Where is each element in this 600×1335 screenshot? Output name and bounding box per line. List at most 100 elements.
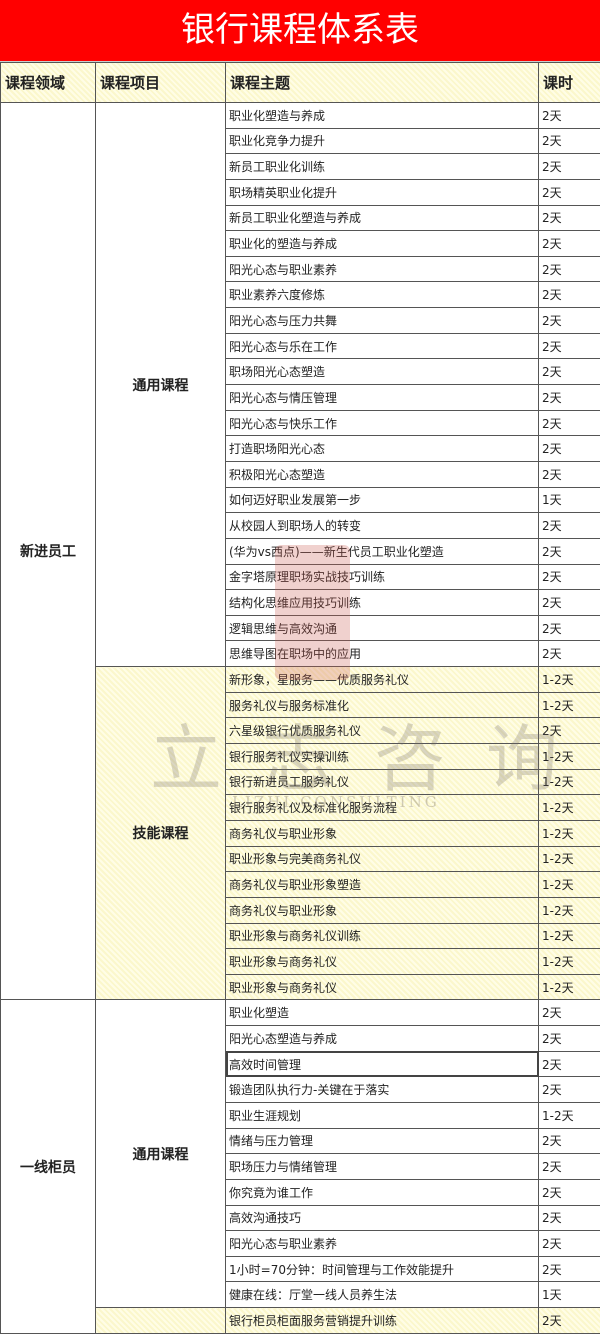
course-topic[interactable]: 阳光心态与情压管理 — [225, 384, 539, 411]
course-topic[interactable]: 职业形象与商务礼仪训练 — [225, 922, 539, 950]
course-topic[interactable]: 阳光心态与压力共舞 — [225, 307, 539, 334]
course-topic[interactable]: 职业素养六度修炼 — [225, 281, 539, 309]
course-hours[interactable]: 2天 — [538, 307, 600, 334]
course-topic[interactable]: 银行服务礼仪实操训练 — [225, 743, 539, 770]
course-hours[interactable]: 2天 — [538, 1076, 600, 1103]
course-topic[interactable]: (华为vs西点)——新生代员工职业化塑造 — [225, 537, 539, 565]
course-hours[interactable]: 2天 — [538, 153, 600, 180]
course-hours[interactable]: 2天 — [538, 204, 600, 232]
course-hours[interactable]: 1-2天 — [538, 922, 600, 950]
course-topic[interactable]: 你究竟为谁工作 — [225, 1178, 539, 1206]
table-row: 情绪与压力管理 2天 — [1, 1127, 600, 1155]
course-topic[interactable]: 职场精英职业化提升 — [225, 178, 539, 206]
course-hours[interactable]: 1-2天 — [538, 845, 600, 873]
course-hours[interactable]: 2天 — [538, 281, 600, 309]
course-topic[interactable]: 1小时=70分钟：时间管理与工作效能提升 — [225, 1255, 539, 1283]
course-hours[interactable]: 2天 — [538, 127, 600, 155]
course-hours[interactable]: 2天 — [538, 614, 600, 642]
course-hours[interactable]: 2天 — [538, 409, 600, 437]
course-hours[interactable]: 1-2天 — [538, 666, 600, 693]
course-topic[interactable]: 金字塔原理职场实战技巧训练 — [225, 563, 539, 591]
course-topic[interactable]: 职业形象与完美商务礼仪 — [225, 845, 539, 873]
course-hours[interactable]: 1-2天 — [538, 794, 600, 821]
course-hours[interactable]: 2天 — [538, 384, 600, 411]
course-topic[interactable]: 健康在线：厅堂一线人员养生法 — [225, 1281, 539, 1309]
course-topic[interactable]: 六星级银行优质服务礼仪 — [225, 717, 539, 745]
course-hours[interactable]: 2天 — [538, 563, 600, 591]
course-topic[interactable]: 商务礼仪与职业形象塑造 — [225, 871, 539, 898]
course-topic[interactable]: 如何迈好职业发展第一步 — [225, 486, 539, 514]
course-topic[interactable]: 新形象，星服务——优质服务礼仪 — [225, 666, 539, 693]
course-topic[interactable]: 高效时间管理 — [225, 1050, 539, 1078]
course-hours[interactable]: 1-2天 — [538, 948, 600, 975]
course-topic[interactable]: 银行柜员柜面服务营销提升训练 — [225, 1307, 539, 1334]
course-hours[interactable]: 2天 — [538, 537, 600, 565]
course-topic[interactable]: 思维导图在职场中的应用 — [225, 640, 539, 668]
course-topic[interactable]: 从校园人到职场人的转变 — [225, 512, 539, 539]
course-hours[interactable]: 1-2天 — [538, 819, 600, 847]
course-topic[interactable]: 阳光心态与乐在工作 — [225, 332, 539, 360]
course-hours[interactable]: 2天 — [538, 717, 600, 745]
course-topic[interactable]: 职业化的塑造与养成 — [225, 230, 539, 257]
course-topic[interactable]: 打造职场阳光心态 — [225, 435, 539, 462]
table-row: 职场精英职业化提升 2天 — [1, 178, 600, 206]
course-topic[interactable]: 职业形象与商务礼仪 — [225, 973, 539, 1001]
course-topic[interactable]: 阳光心态与快乐工作 — [225, 409, 539, 437]
course-hours[interactable]: 1-2天 — [538, 743, 600, 770]
course-hours[interactable]: 2天 — [538, 255, 600, 283]
course-topic[interactable]: 锻造团队执行力-关键在于落实 — [225, 1076, 539, 1103]
course-topic[interactable]: 新员工职业化塑造与养成 — [225, 204, 539, 232]
course-hours[interactable]: 2天 — [538, 358, 600, 386]
course-topic[interactable]: 积极阳光心态塑造 — [225, 460, 539, 488]
course-hours[interactable]: 1-2天 — [538, 871, 600, 898]
course-topic[interactable]: 高效沟通技巧 — [225, 1204, 539, 1232]
course-topic[interactable]: 职场阳光心态塑造 — [225, 358, 539, 386]
course-hours[interactable]: 2天 — [538, 589, 600, 616]
course-hours[interactable]: 1-2天 — [538, 973, 600, 1001]
course-topic[interactable]: 职业化竞争力提升 — [225, 127, 539, 155]
course-hours[interactable]: 2天 — [538, 512, 600, 539]
course-hours[interactable]: 2天 — [538, 640, 600, 668]
course-topic[interactable]: 职业生涯规划 — [225, 1101, 539, 1129]
table-row: 职业形象与商务礼仪 1-2天 — [1, 948, 600, 975]
course-hours[interactable]: 2天 — [538, 460, 600, 488]
course-topic[interactable]: 银行服务礼仪及标准化服务流程 — [225, 794, 539, 821]
course-topic[interactable]: 银行新进员工服务礼仪 — [225, 768, 539, 796]
course-hours[interactable]: 1天 — [538, 1281, 600, 1309]
course-hours[interactable]: 2天 — [538, 1255, 600, 1283]
course-hours[interactable]: 2天 — [538, 1050, 600, 1078]
course-topic[interactable]: 阳光心态塑造与养成 — [225, 1025, 539, 1052]
course-topic[interactable]: 商务礼仪与职业形象 — [225, 896, 539, 924]
course-topic[interactable]: 阳光心态与职业素养 — [225, 1230, 539, 1257]
course-hours[interactable]: 2天 — [538, 230, 600, 257]
course-topic[interactable]: 职业化塑造 — [225, 999, 539, 1027]
course-hours[interactable]: 2天 — [538, 999, 600, 1027]
course-hours[interactable]: 1-2天 — [538, 1101, 600, 1129]
course-topic[interactable]: 逻辑思维与高效沟通 — [225, 614, 539, 642]
course-topic[interactable]: 职业化塑造与养成 — [225, 102, 539, 129]
course-hours[interactable]: 2天 — [538, 1204, 600, 1232]
course-hours[interactable]: 2天 — [538, 102, 600, 129]
course-hours[interactable]: 2天 — [538, 178, 600, 206]
course-hours[interactable]: 2天 — [538, 435, 600, 462]
course-hours[interactable]: 2天 — [538, 1025, 600, 1052]
course-topic[interactable]: 阳光心态与职业素养 — [225, 255, 539, 283]
course-hours[interactable]: 2天 — [538, 1307, 600, 1334]
course-hours[interactable]: 1-2天 — [538, 768, 600, 796]
course-hours[interactable]: 2天 — [538, 1127, 600, 1155]
course-hours[interactable]: 1-2天 — [538, 691, 600, 719]
course-topic[interactable]: 情绪与压力管理 — [225, 1127, 539, 1155]
table-row: 逻辑思维与高效沟通 2天 — [1, 614, 600, 642]
course-hours[interactable]: 2天 — [538, 1153, 600, 1180]
course-hours[interactable]: 2天 — [538, 1230, 600, 1257]
course-hours[interactable]: 2天 — [538, 332, 600, 360]
course-topic[interactable]: 职业形象与商务礼仪 — [225, 948, 539, 975]
course-hours[interactable]: 2天 — [538, 1178, 600, 1206]
course-topic[interactable]: 职场压力与情绪管理 — [225, 1153, 539, 1180]
course-hours[interactable]: 1-2天 — [538, 896, 600, 924]
course-topic[interactable]: 服务礼仪与服务标准化 — [225, 691, 539, 719]
course-topic[interactable]: 商务礼仪与职业形象 — [225, 819, 539, 847]
course-hours[interactable]: 1天 — [538, 486, 600, 514]
course-topic[interactable]: 结构化思维应用技巧训练 — [225, 589, 539, 616]
course-topic[interactable]: 新员工职业化训练 — [225, 153, 539, 180]
